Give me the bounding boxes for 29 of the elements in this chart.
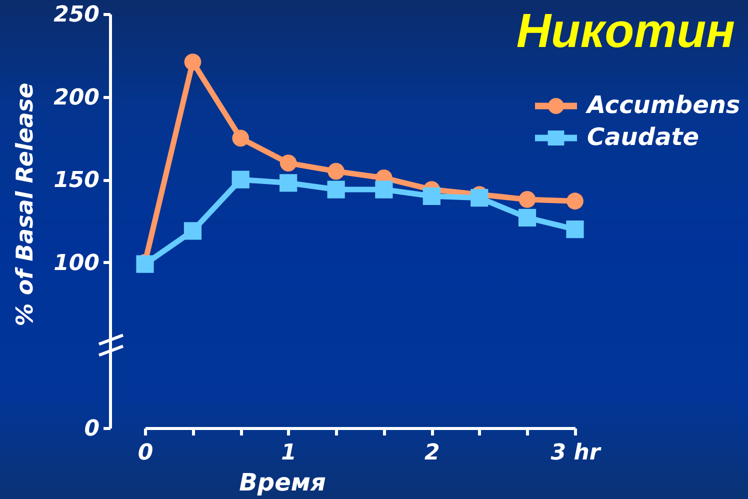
y-tick-label: 200 xyxy=(54,85,100,110)
legend-label: Accumbens xyxy=(585,91,740,119)
y-tick-label: 0 xyxy=(84,416,100,442)
legend-label: Caudate xyxy=(587,123,700,151)
x-tick-label: 3 hr xyxy=(550,440,602,466)
point xyxy=(232,130,250,147)
point xyxy=(232,170,250,188)
point xyxy=(518,208,536,226)
point xyxy=(184,54,202,70)
y-tick-label: 150 xyxy=(54,168,100,194)
point xyxy=(328,162,345,180)
point xyxy=(566,192,584,210)
y-axis-title: % of Basal Release xyxy=(12,82,38,326)
point xyxy=(280,154,297,172)
x-tick-label: 1 xyxy=(281,440,296,466)
chart-title: Никотин xyxy=(516,5,736,58)
point xyxy=(422,187,440,205)
point xyxy=(566,220,584,238)
point xyxy=(184,222,202,240)
point xyxy=(470,189,488,207)
x-axis-title: Время xyxy=(239,468,326,496)
point xyxy=(327,180,345,198)
y-tick-label: 100 xyxy=(54,250,100,276)
x-tick-label: 2 xyxy=(424,440,440,466)
point xyxy=(280,174,298,192)
y-tick-label: 250 xyxy=(54,2,100,28)
point xyxy=(375,180,393,198)
x-tick-label: 0 xyxy=(138,440,154,466)
point xyxy=(518,191,536,208)
